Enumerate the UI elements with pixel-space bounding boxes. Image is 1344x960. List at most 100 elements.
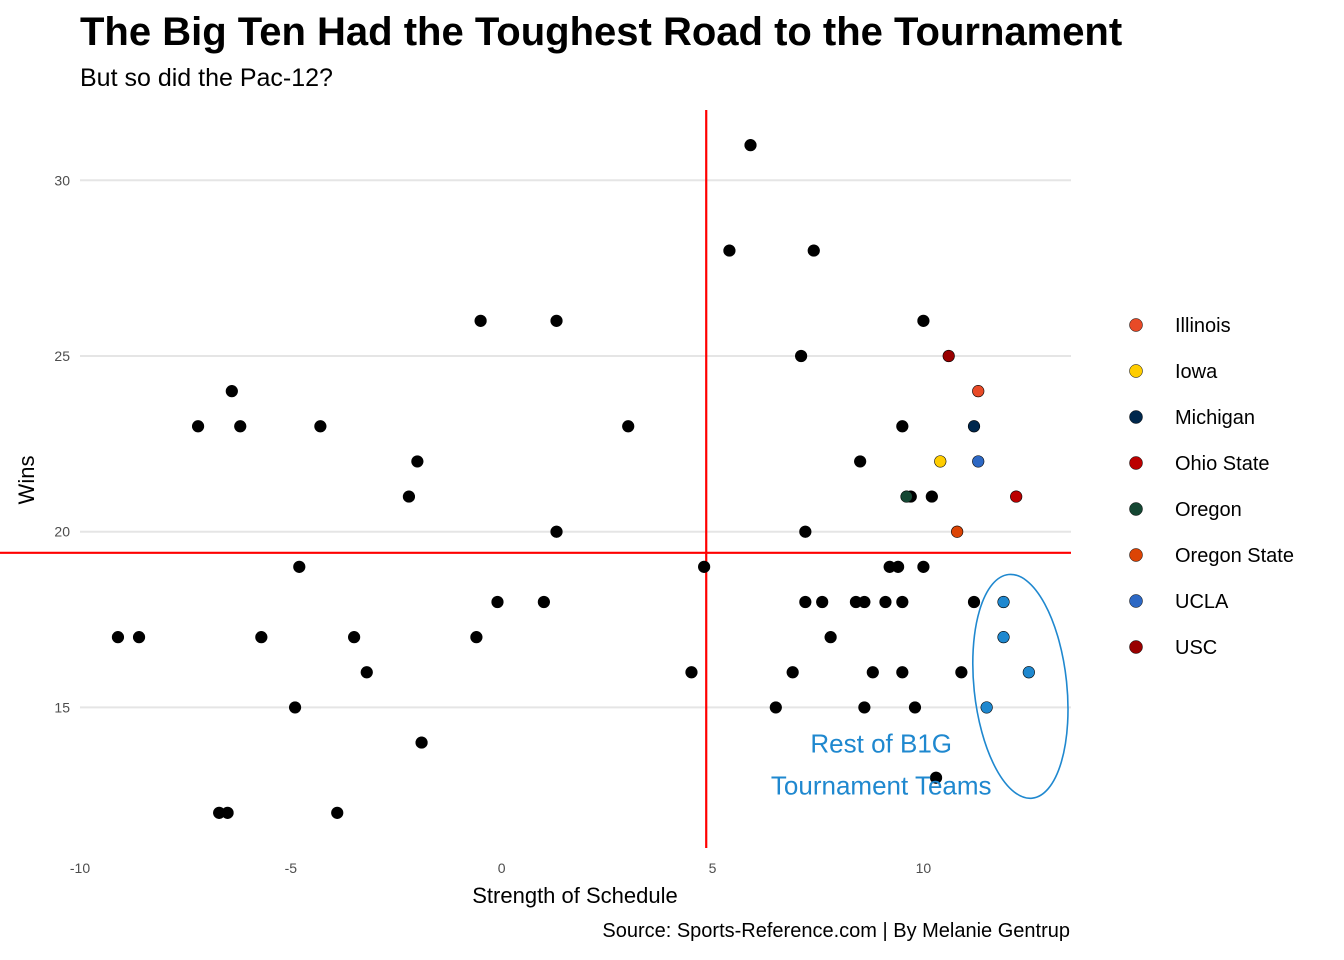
legend-marker [1129,594,1143,608]
data-point [824,631,837,644]
data-point [225,385,238,398]
x-tick-label: 5 [709,860,717,876]
legend-label: Iowa [1175,361,1218,383]
data-point [132,631,146,644]
data-point [474,314,487,327]
chart-title: The Big Ten Had the Toughest Road to the… [80,10,1123,54]
data-point [917,314,930,327]
data-point [402,490,416,503]
data-point [908,701,922,714]
legend-label: Ohio State [1175,453,1270,475]
data-point-ohio-state [1010,490,1023,503]
legend-marker [1129,364,1143,378]
data-point [348,631,361,644]
data-point [866,666,879,679]
data-point [786,666,799,679]
data-point [491,595,504,609]
data-point [799,525,812,538]
data-point-b1g-tournament [997,595,1010,609]
data-point [415,736,428,749]
legend-label: UCLA [1175,591,1229,613]
data-point [744,139,757,152]
data-point [111,631,125,644]
data-point-b1g-tournament [980,701,993,714]
data-point [917,560,930,573]
data-point [191,420,205,433]
data-point [816,595,829,609]
data-point [221,806,234,819]
data-point-ucla [972,455,985,468]
data-point [293,560,306,573]
data-point [967,595,981,609]
data-point [858,595,871,609]
y-tick-label: 15 [54,699,70,715]
data-point [411,455,424,468]
data-point-b1g-tournament [997,631,1010,644]
data-point [470,631,483,644]
data-point [896,666,909,679]
legend-label: Michigan [1175,407,1255,429]
data-point-iowa [934,455,947,468]
data-point [929,771,943,784]
legend-marker [1129,318,1143,332]
legend: Illinois Iowa Michigan Ohio State Oregon Oreg… [1129,315,1294,659]
data-point [955,666,968,679]
data-point-oregon-state [951,525,964,538]
data-point [723,244,736,257]
y-tick-label: 30 [54,172,70,188]
annotation-line-2: Tournament Teams [771,771,992,801]
data-point-usc [942,349,955,363]
legend-marker [1129,640,1143,654]
data-point [288,701,302,714]
legend-label: Illinois [1175,315,1231,337]
y-axis-title: Wins [14,456,39,505]
legend-marker [1129,548,1143,562]
data-points [111,139,1035,819]
data-point [537,595,550,609]
legend-marker [1129,502,1143,516]
x-axis-title: Strength of Schedule [472,883,677,908]
x-tick-label: -5 [285,860,298,876]
data-point [769,701,782,714]
data-point [698,560,711,573]
data-point [896,420,909,433]
legend-marker [1129,456,1143,470]
data-point [799,595,812,609]
y-tick-label: 20 [54,524,70,540]
data-point [896,595,909,609]
data-point [234,420,247,433]
chart-caption: Source: Sports-Reference.com | By Melani… [602,920,1070,942]
data-point-b1g-tournament [1022,666,1035,679]
data-point [858,701,871,714]
data-point [854,455,867,468]
data-point [685,666,698,679]
legend-label: Oregon State [1175,545,1294,567]
data-point-michigan [967,420,981,433]
data-point [925,490,938,503]
data-point [255,631,268,644]
x-tick-label: -10 [70,860,90,876]
annotation-ellipse [971,573,1069,800]
data-point [550,314,563,327]
legend-label: USC [1175,637,1217,659]
x-tick-label: 10 [916,860,932,876]
gridlines [80,179,1071,709]
y-tick-label: 25 [54,348,70,364]
legend-label: Oregon [1175,499,1242,521]
data-point [892,560,905,573]
data-point [795,349,808,363]
data-point [314,420,327,433]
x-tick-label: 0 [498,860,506,876]
data-point [360,666,373,679]
annotation-line-1: Rest of B1G [810,729,952,759]
axis-ticks: 15 20 25 30 -10 -5 0 5 10 [54,172,931,876]
data-point [331,806,344,819]
data-point [807,244,820,257]
data-point [622,420,635,433]
data-point [879,595,892,609]
legend-marker [1129,410,1143,424]
data-point-oregon [900,490,913,503]
data-point-illinois [972,385,985,398]
data-point [550,525,563,538]
